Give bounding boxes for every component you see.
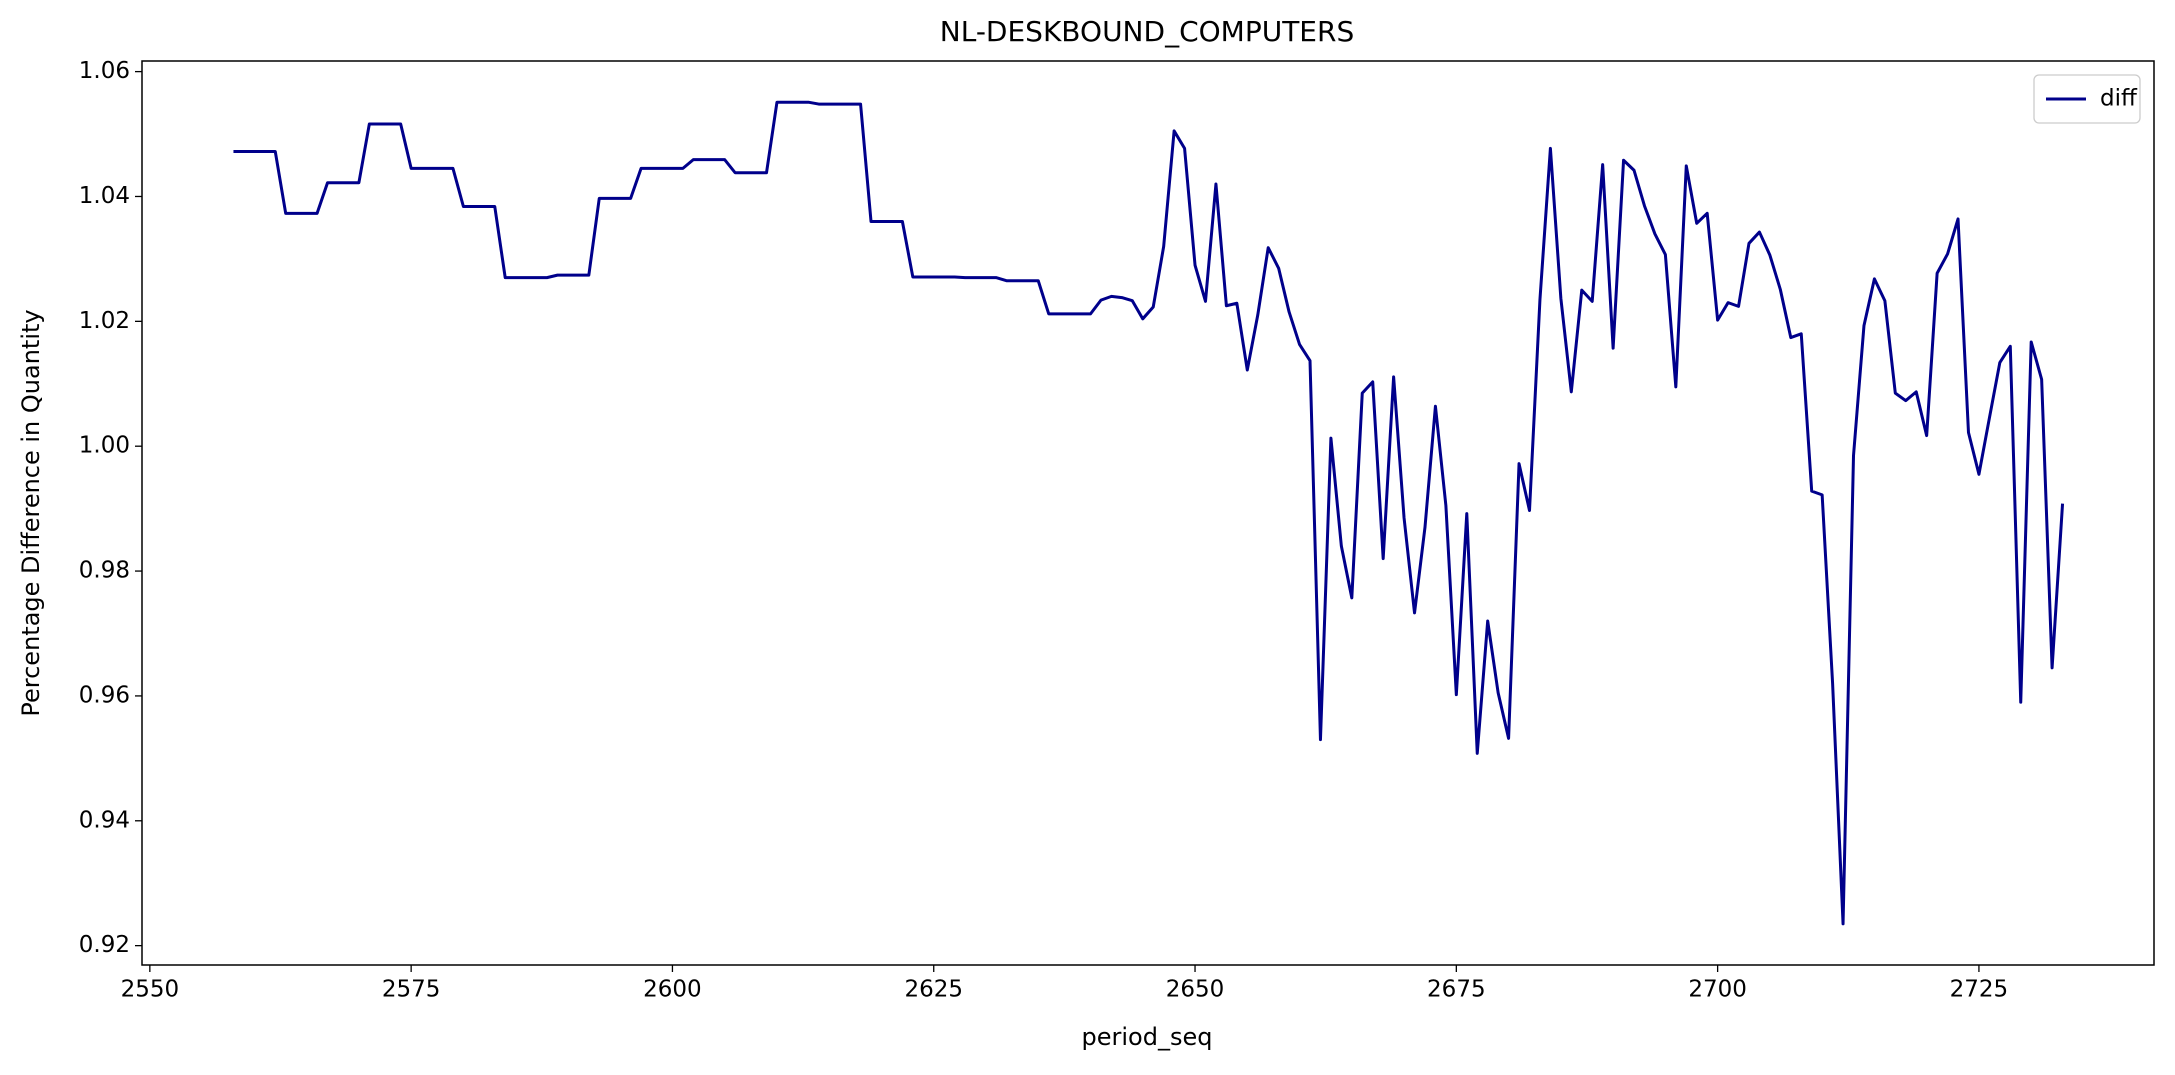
x-tick-label: 2725 <box>1950 977 2009 1003</box>
y-axis-label: Percentage Difference in Quantity <box>17 309 45 716</box>
y-tick-label: 1.04 <box>79 183 130 209</box>
legend-label: diff <box>2100 86 2138 112</box>
x-tick-label: 2675 <box>1427 977 1486 1003</box>
legend-box <box>2033 74 2141 124</box>
x-tick-label: 2700 <box>1688 977 1747 1003</box>
y-tick-label: 1.02 <box>79 308 130 334</box>
y-tick-label: 1.00 <box>79 433 130 459</box>
y-tick-label: 1.06 <box>79 58 130 84</box>
y-tick-label: 0.94 <box>79 807 130 833</box>
x-tick-label: 2625 <box>904 977 963 1003</box>
y-tick-label: 0.98 <box>79 558 130 584</box>
x-tick-label: 2550 <box>121 977 180 1003</box>
chart-title: NL-DESKBOUND_COMPUTERS <box>940 15 1354 48</box>
plot-frame <box>141 60 2155 966</box>
x-tick-label: 2575 <box>382 977 441 1003</box>
line <box>233 100 2065 926</box>
x-tick-label: 2650 <box>1166 977 1225 1003</box>
x-tick-label: 2600 <box>643 977 702 1003</box>
x-axis-label: period_seq <box>1082 1023 1213 1051</box>
y-tick-label: 0.92 <box>79 932 130 958</box>
y-tick-label: 0.96 <box>79 682 130 708</box>
